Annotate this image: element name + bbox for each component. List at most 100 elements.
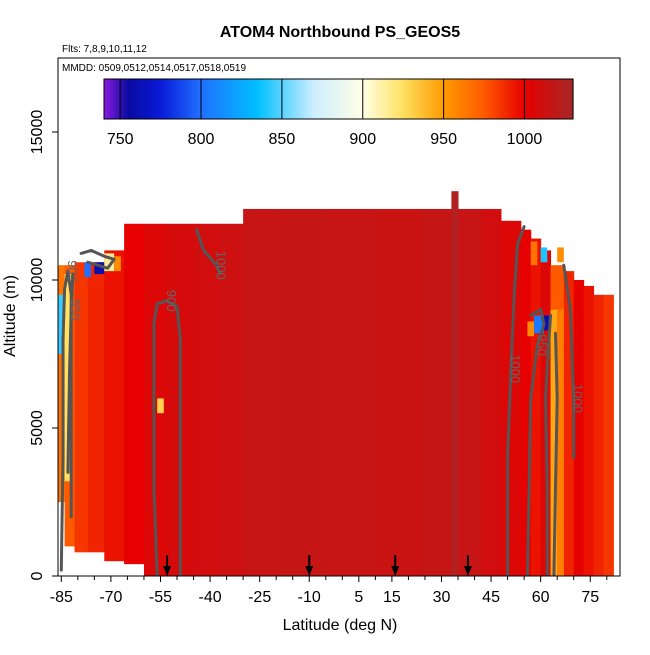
colorbar-segment xyxy=(432,79,436,119)
colorbar-segment xyxy=(461,79,466,119)
contour-line xyxy=(552,331,559,576)
colorbar-segment xyxy=(256,79,260,119)
colorbar-segment xyxy=(356,79,360,119)
colorbar-segment xyxy=(104,79,108,119)
y-axis-label: Altitude (m) xyxy=(2,275,19,357)
colorbar-segment xyxy=(153,79,158,119)
heat-column xyxy=(583,285,595,576)
colorbar-tick-label: 1000 xyxy=(507,131,543,148)
colorbar-segment xyxy=(180,79,184,119)
heat-column xyxy=(143,223,168,576)
colorbar-segment xyxy=(189,79,193,119)
colorbar-segment xyxy=(455,79,460,119)
x-tick-label: 30 xyxy=(433,589,451,606)
heat-patch xyxy=(64,274,72,482)
colorbar-segment xyxy=(435,79,439,119)
colorbar-segment xyxy=(159,79,164,119)
colorbar-segment xyxy=(514,79,518,119)
colorbar-segment xyxy=(121,79,126,119)
contour-label: 900 xyxy=(65,260,80,282)
heat-column xyxy=(375,208,423,576)
colorbar-segment xyxy=(197,79,202,119)
colorbar-segment xyxy=(467,79,472,119)
colorbar-segment xyxy=(139,79,143,119)
heat-patch xyxy=(157,398,164,414)
contour-line xyxy=(544,314,553,576)
colorbar-segment xyxy=(517,79,521,119)
contour-label: 1000 xyxy=(571,384,586,413)
colorbar-tick-label: 800 xyxy=(188,131,215,148)
colorbar-segment xyxy=(133,79,137,119)
colorbar-segment xyxy=(224,79,228,119)
contour-label: 900 xyxy=(164,290,179,312)
heat-column xyxy=(593,294,604,576)
heat-patch xyxy=(543,315,551,331)
contour-label: 1000 xyxy=(508,354,523,383)
colorbar-segment xyxy=(540,79,545,119)
colorbar-segment xyxy=(274,79,278,119)
colorbar-segment xyxy=(531,79,536,119)
colorbar-segment xyxy=(364,79,369,119)
colorbar-segment xyxy=(191,79,196,119)
colorbar-segment xyxy=(429,79,433,119)
x-tick-label: -10 xyxy=(298,589,321,606)
colorbar-segment xyxy=(476,79,480,119)
heat-patch xyxy=(527,321,535,337)
colorbar-segment xyxy=(338,79,343,119)
colorbar-segment xyxy=(230,79,234,119)
colorbar-segment xyxy=(312,79,316,119)
colorbar-segment xyxy=(259,79,263,119)
colorbar-segment xyxy=(452,79,457,119)
colorbar-segment xyxy=(402,79,407,119)
colorbar-segment xyxy=(341,79,345,119)
colorbar-segment xyxy=(376,79,381,119)
x-tick-label: 5 xyxy=(354,589,363,606)
colorbar-segment xyxy=(212,79,216,119)
colorbar-segment xyxy=(186,79,190,119)
colorbar-segment xyxy=(499,79,504,119)
colorbar-segment xyxy=(558,79,562,119)
colorbar-segment xyxy=(156,79,161,119)
colorbar-segment xyxy=(359,79,363,119)
colorbar-segment xyxy=(150,79,155,119)
colorbar-segment xyxy=(470,79,474,119)
chart-title: ATOM4 Northbound PS_GEOS5 xyxy=(220,24,460,41)
colorbar-segment xyxy=(215,79,219,119)
colorbar-segment xyxy=(423,79,428,119)
colorbar-segment xyxy=(268,79,272,119)
colorbar-segment xyxy=(564,79,568,119)
dates-subtitle: MMDD: 0509,0512,0514,0517,0518,0519 xyxy=(62,63,246,74)
colorbar-segment xyxy=(458,79,463,119)
colorbar-segment xyxy=(165,79,170,119)
colorbar-segment xyxy=(218,79,222,119)
colorbar-segment xyxy=(526,79,530,119)
colorbar: 750 800 850 900 950 1000 xyxy=(103,78,574,148)
colorbar-segment xyxy=(361,79,366,119)
colorbar-segment xyxy=(303,79,307,119)
colorbar-tick-label: 850 xyxy=(269,131,296,148)
y-tick-label: 5000 xyxy=(29,410,46,446)
colorbar-segment xyxy=(253,79,258,119)
colorbar-segment xyxy=(247,79,252,119)
colorbar-segment xyxy=(300,79,304,119)
colorbar-tick-label: 900 xyxy=(349,131,376,148)
contour-line xyxy=(195,228,222,276)
colorbar-segment xyxy=(441,79,445,119)
heat-column xyxy=(104,250,125,562)
colorbar-segment xyxy=(227,79,231,119)
x-tick-label: 15 xyxy=(383,589,401,606)
colorbar-segment xyxy=(449,79,454,119)
colorbar-segment xyxy=(411,79,416,119)
colorbar-segment xyxy=(323,79,328,119)
plot-frame xyxy=(57,57,621,577)
colorbar-segment xyxy=(394,79,398,119)
colorbar-segment xyxy=(505,79,510,119)
colorbar-segment xyxy=(194,79,199,119)
colorbar-tick-label: 750 xyxy=(107,131,134,148)
colorbar-segment xyxy=(136,79,140,119)
x-axis-label: Latitude (deg N) xyxy=(283,617,398,634)
colorbar-segment xyxy=(306,79,310,119)
colorbar-segment xyxy=(426,79,430,119)
x-tick-label: -40 xyxy=(199,589,222,606)
colorbar-segment xyxy=(109,79,114,119)
